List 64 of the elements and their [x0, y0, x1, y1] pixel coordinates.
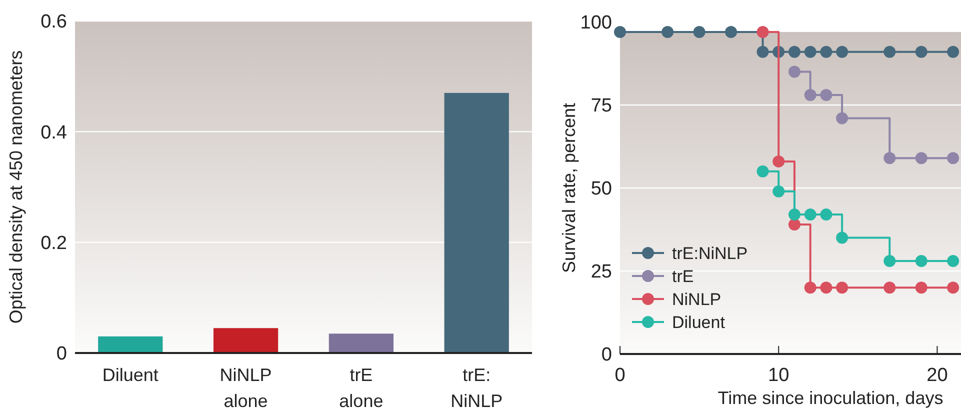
point	[836, 282, 848, 294]
point	[884, 282, 896, 294]
point	[614, 26, 626, 38]
bar	[98, 336, 163, 353]
y-tick-label: 50	[590, 178, 612, 200]
x-tick-label: NiNLP alone	[220, 365, 272, 411]
point	[756, 26, 769, 38]
legend-label: trE:NiNLP	[672, 244, 748, 263]
point	[947, 282, 960, 294]
point	[820, 46, 832, 58]
point	[884, 255, 896, 268]
point	[915, 282, 928, 294]
bar	[213, 328, 278, 353]
x-tick-label: 20	[926, 365, 948, 386]
y-tick-label: 0.4	[40, 122, 68, 144]
point	[836, 232, 848, 244]
point	[804, 208, 816, 221]
point	[820, 282, 832, 294]
point	[804, 89, 816, 102]
y-axis-title: Survival rate, percent	[559, 102, 579, 274]
legend-label: Diluent	[672, 312, 726, 332]
point	[947, 46, 960, 58]
x-tick-label: trE alone	[339, 365, 384, 411]
point	[788, 208, 800, 221]
point	[915, 152, 928, 164]
y-tick-label: 25	[590, 262, 612, 283]
x-tick-label: 0	[614, 365, 626, 386]
point	[915, 255, 928, 268]
point	[772, 185, 785, 198]
x-tick-label: trE: NiNLP	[450, 365, 503, 411]
y-axis-title: Optical density at 450 nanometers	[6, 50, 26, 324]
point	[820, 89, 832, 102]
point	[836, 46, 848, 58]
point	[725, 26, 738, 38]
x-axis-title: Time since inoculation, days	[718, 388, 944, 408]
point	[804, 46, 816, 58]
point	[947, 255, 960, 268]
point	[947, 152, 960, 164]
bar	[444, 92, 509, 353]
point	[884, 46, 896, 58]
legend-label: NiNLP	[672, 290, 722, 309]
point	[804, 282, 816, 294]
y-tick-label: 0.6	[40, 12, 67, 33]
point	[820, 208, 832, 221]
legend-label: trE	[672, 266, 694, 286]
point	[662, 26, 674, 38]
x-tick-label: 10	[768, 365, 790, 386]
point	[836, 112, 848, 124]
x-tick-label: Diluent	[102, 365, 158, 385]
point	[788, 218, 800, 231]
point	[772, 155, 785, 168]
y-tick-label: 0.2	[40, 232, 67, 254]
y-tick-label: 0	[601, 344, 612, 366]
point	[756, 46, 769, 58]
point	[788, 46, 800, 58]
point	[756, 165, 769, 178]
point	[788, 66, 800, 78]
point	[884, 152, 896, 164]
y-tick-label: 0	[56, 344, 67, 365]
y-tick-label: 75	[590, 96, 612, 117]
point	[693, 26, 706, 38]
bar	[328, 334, 394, 353]
point	[915, 46, 928, 58]
y-tick-label: 100	[580, 12, 612, 34]
